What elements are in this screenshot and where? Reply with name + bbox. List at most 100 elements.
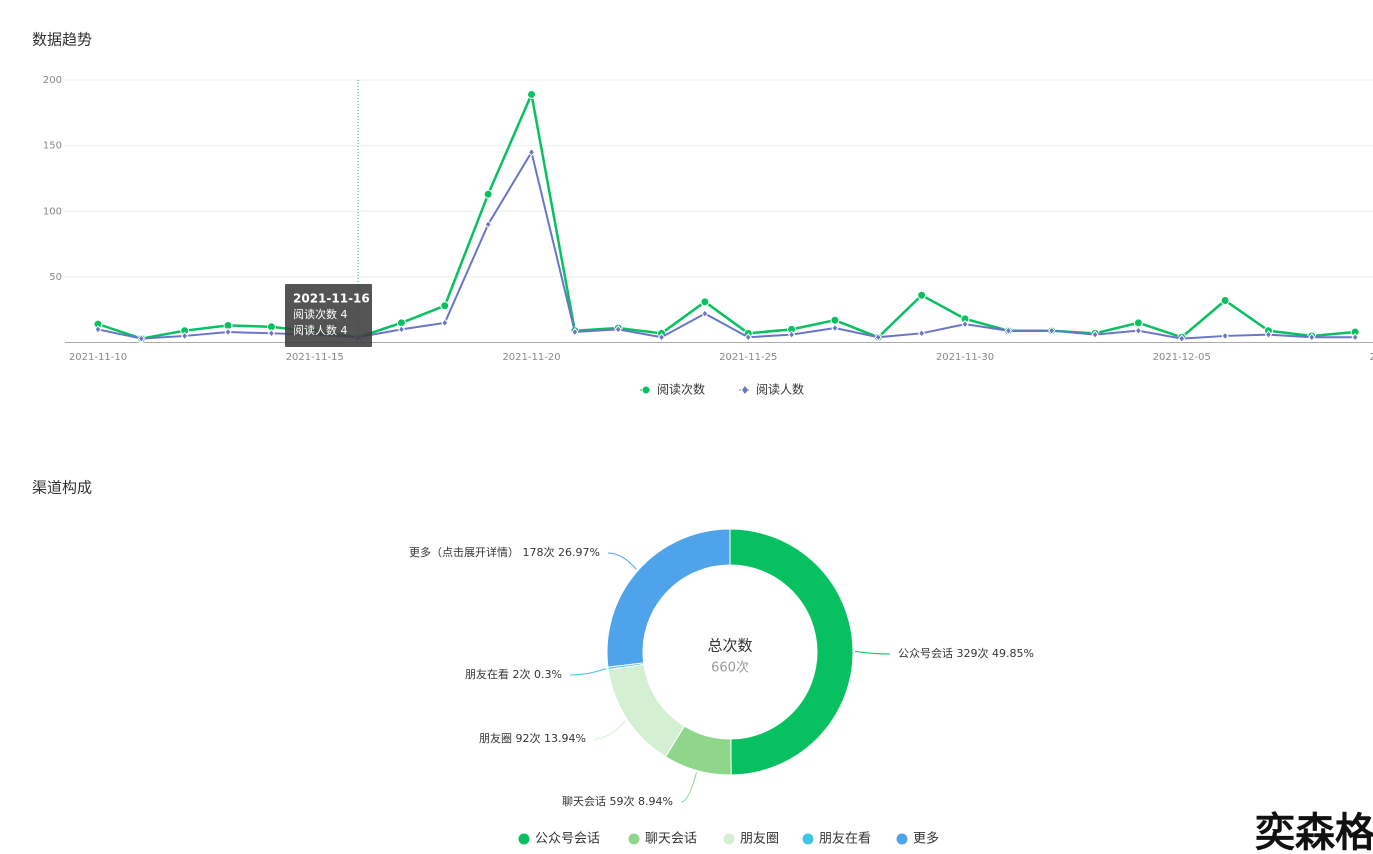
point (397, 325, 406, 334)
x-tick-label: 2021-11-25 (719, 352, 777, 363)
point (1221, 331, 1229, 341)
y-tick-label: 200 (43, 75, 62, 86)
tooltip-box (285, 284, 372, 347)
slice-value: 59次 (610, 794, 635, 808)
legend-label[interactable]: 聊天会话 (645, 832, 697, 847)
point (527, 89, 536, 99)
slice-percent: 8.94% (638, 795, 673, 808)
pie-slice (729, 528, 854, 776)
legend-marker (742, 386, 748, 394)
leader-line (593, 720, 626, 740)
slice-label: 聊天会话 59次 8.94% (562, 794, 673, 808)
point (657, 332, 666, 342)
point (484, 220, 492, 229)
legend-label[interactable]: 阅读次数 (657, 382, 705, 397)
point (181, 331, 189, 341)
slice-value: 329次 (957, 646, 989, 660)
leader-line (607, 552, 637, 570)
slice-value: 2次 (513, 667, 531, 681)
point (701, 309, 709, 318)
x-tick-label: 2021-12-05 (1153, 352, 1211, 363)
tooltip-date: 2021-11-16 (293, 292, 370, 306)
slice-name: 聊天会话 (562, 794, 606, 808)
y-tick-label: 100 (43, 206, 62, 217)
point (483, 189, 493, 199)
legend-label[interactable]: 朋友在看 (819, 831, 871, 847)
slice-label: 朋友在看 2次 0.3% (465, 667, 562, 681)
point (441, 318, 449, 328)
point (830, 315, 840, 325)
leader-line (854, 650, 891, 655)
section-title: 数据趋势 (32, 31, 92, 49)
point (527, 147, 536, 157)
point (1351, 332, 1359, 342)
point (1178, 334, 1186, 343)
slice-name: 朋友在看 (465, 667, 509, 681)
legend-marker (802, 833, 814, 845)
tooltip-row: 阅读次数 4 (293, 307, 348, 321)
slice-percent: 26.97% (558, 546, 600, 559)
x-tick-label: 2021-12-10 (1369, 352, 1373, 363)
x-tick-label: 2021-11-10 (69, 352, 127, 363)
point (700, 297, 710, 307)
point (137, 334, 146, 343)
x-tick-label: 2021-11-30 (936, 352, 994, 363)
pie-slice (607, 663, 686, 758)
slice-value: 92次 (516, 731, 541, 745)
point (1308, 332, 1316, 342)
slice-name: 朋友圈 (479, 731, 512, 745)
x-tick-label: 2021-11-15 (286, 352, 344, 363)
tooltip-value: 4 (341, 308, 348, 321)
point (831, 323, 839, 333)
point (1048, 326, 1056, 335)
point (1220, 296, 1230, 305)
point (224, 327, 232, 337)
slice-name: 更多（点击展开详情） (409, 545, 519, 559)
point (917, 329, 926, 338)
slice-name: 公众号会话 (898, 647, 953, 660)
point (440, 301, 450, 311)
legend-marker (642, 386, 650, 394)
tooltip-name: 阅读人数 (293, 323, 337, 337)
point (571, 327, 579, 337)
point (787, 330, 796, 339)
slice-label: 朋友圈 92次 13.94% (479, 731, 586, 745)
tooltip-value: 4 (341, 324, 348, 337)
legend-label[interactable]: 朋友圈 (740, 831, 779, 847)
legend-label[interactable]: 阅读人数 (756, 382, 804, 397)
y-tick-label: 50 (49, 272, 62, 283)
point (267, 329, 276, 338)
point (1091, 330, 1099, 339)
tooltip-name: 阅读次数 (293, 307, 337, 321)
watermark: 奕森格 (1255, 810, 1373, 854)
leader-line (680, 772, 697, 803)
tooltip-row: 阅读人数 4 (293, 323, 348, 337)
slice-percent: 13.94% (544, 732, 586, 745)
legend-label[interactable]: 公众号会话 (535, 832, 600, 847)
slice-label: 更多（点击展开详情） 178次 26.97% (409, 545, 600, 559)
legend-marker (896, 833, 908, 845)
center-value: 660次 (711, 660, 749, 676)
legend-marker (723, 833, 735, 845)
slice-percent: 0.3% (534, 668, 562, 681)
point (1133, 318, 1143, 328)
slice-percent: 49.85% (992, 647, 1034, 660)
x-tick-label: 2021-11-20 (502, 352, 560, 363)
point (94, 325, 102, 334)
center-title: 总次数 (707, 637, 752, 655)
section-title: 渠道构成 (32, 479, 92, 497)
y-tick-label: 150 (43, 141, 62, 152)
slice-label: 公众号会话 329次 49.85% (898, 646, 1034, 660)
point (1134, 326, 1143, 335)
slice-value: 178次 (523, 545, 555, 559)
legend-marker (628, 833, 640, 845)
point (961, 319, 969, 329)
pie-slice (606, 528, 731, 668)
leader-line (569, 668, 607, 676)
point (744, 332, 752, 342)
legend-marker (518, 833, 530, 845)
point (874, 332, 882, 342)
point (1264, 330, 1273, 339)
legend-label[interactable]: 更多 (913, 831, 939, 847)
